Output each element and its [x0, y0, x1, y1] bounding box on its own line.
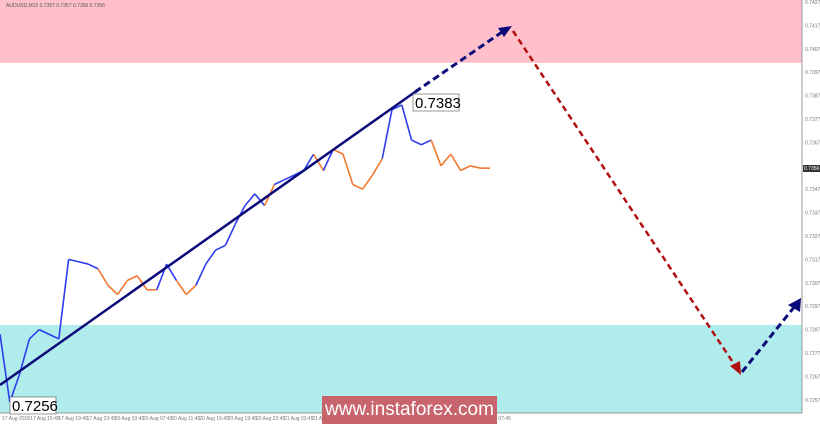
price-segment	[274, 179, 285, 186]
forecast-up-arrow	[740, 305, 797, 373]
price-segment	[401, 104, 413, 141]
y-tick-label: 0.7347	[805, 187, 820, 193]
price-segment	[185, 284, 197, 296]
high-label: 0.7383	[415, 95, 461, 112]
y-tick-label: 0.7317	[805, 257, 820, 263]
price-segment	[244, 193, 256, 207]
price-segment	[254, 193, 266, 207]
price-segment	[421, 139, 432, 146]
price-segment	[58, 259, 70, 340]
price-segment	[460, 165, 471, 172]
x-tick-label: 20 Aug 19:45	[228, 416, 258, 422]
x-tick-label: 17 Aug 23:45	[87, 416, 117, 422]
price-segment	[224, 223, 236, 246]
y-tick-label: 0.7377	[805, 117, 820, 123]
resistance-zone	[0, 0, 802, 63]
price-segment	[381, 109, 393, 159]
x-tick-label: 20 Aug 03:45	[115, 416, 145, 422]
price-segment	[411, 139, 422, 146]
trend-forecast-arrow	[414, 28, 506, 94]
arrowhead-icon	[498, 26, 512, 37]
x-tick-label: 20 Aug 11:45	[171, 416, 200, 422]
chart-header: AUDUSD,M15 0.7357 0.7357 0.7356 0.7356	[6, 3, 105, 9]
x-tick-label: 20 Aug 07:45	[143, 416, 173, 422]
y-tick-label: 0.7297	[805, 304, 820, 310]
y-tick-label: 0.7307	[805, 281, 820, 287]
price-segment	[175, 280, 187, 295]
y-tick-label: 0.7327	[805, 234, 820, 240]
x-tick-label: 17 Aug 19:45	[58, 416, 88, 422]
watermark: www.instaforex.com	[322, 396, 497, 424]
y-tick-label: 0.7287	[805, 328, 820, 334]
price-segment	[303, 153, 315, 171]
x-tick-label: 17 Aug 2018	[2, 416, 30, 422]
arrowhead-icon	[730, 361, 741, 375]
y-tick-label: 0.7417	[805, 23, 820, 29]
price-segment	[322, 149, 334, 171]
price-segment	[116, 280, 129, 295]
arrowhead-icon	[788, 298, 801, 312]
price-segment	[450, 153, 462, 171]
price-segment	[352, 183, 363, 190]
x-tick-label: 21 Aug 03:45	[284, 416, 314, 422]
y-tick-label: 0.7397	[805, 70, 820, 76]
price-segment	[136, 275, 148, 291]
header-ohlc: 0.7357 0.7357 0.7356 0.7356	[40, 3, 106, 9]
price-segment	[28, 329, 40, 340]
y-tick-label: 0.7427	[805, 0, 820, 6]
low-label: 0.7256	[12, 398, 58, 415]
price-segment	[107, 284, 119, 296]
price-segment	[205, 249, 217, 265]
price-segment	[361, 174, 374, 190]
current-price-label: 0.7356	[804, 166, 820, 172]
x-tick-label: 20 Aug 15:45	[199, 416, 229, 422]
price-segment	[332, 148, 344, 155]
price-segment	[0, 334, 11, 403]
y-tick-label: 0.7267	[805, 374, 820, 380]
price-segment	[391, 104, 403, 111]
y-tick-label: 0.7337	[805, 211, 820, 217]
price-segment	[38, 328, 50, 336]
price-segment	[440, 153, 452, 167]
price-segment	[68, 258, 79, 263]
price-segment	[97, 268, 109, 286]
price-segment	[215, 244, 226, 251]
y-tick-label: 0.7277	[805, 351, 820, 357]
header-symbol: AUDUSD,M15	[6, 3, 38, 9]
price-segment	[78, 260, 89, 265]
price-segment	[371, 158, 383, 176]
price-segment	[127, 275, 138, 282]
price-segment	[430, 139, 442, 167]
price-segment	[87, 263, 99, 270]
x-tick-label: 17 Aug 15:45	[30, 416, 60, 422]
y-tick-label: 0.7257	[805, 398, 820, 404]
y-tick-label: 0.7367	[805, 140, 820, 146]
y-tick-label: 0.7387	[805, 94, 820, 100]
price-segment	[342, 153, 354, 185]
price-segment	[18, 338, 31, 375]
price-segment	[48, 333, 60, 340]
y-tick-label: 0.7407	[805, 47, 820, 53]
price-segment	[283, 174, 295, 181]
forecast-down-arrow	[511, 30, 738, 368]
price-segment	[470, 165, 481, 169]
price-segment	[312, 153, 325, 171]
x-tick-label: 20 Aug 23:45	[256, 416, 286, 422]
price-segment	[195, 263, 207, 286]
trend-line	[0, 90, 416, 387]
